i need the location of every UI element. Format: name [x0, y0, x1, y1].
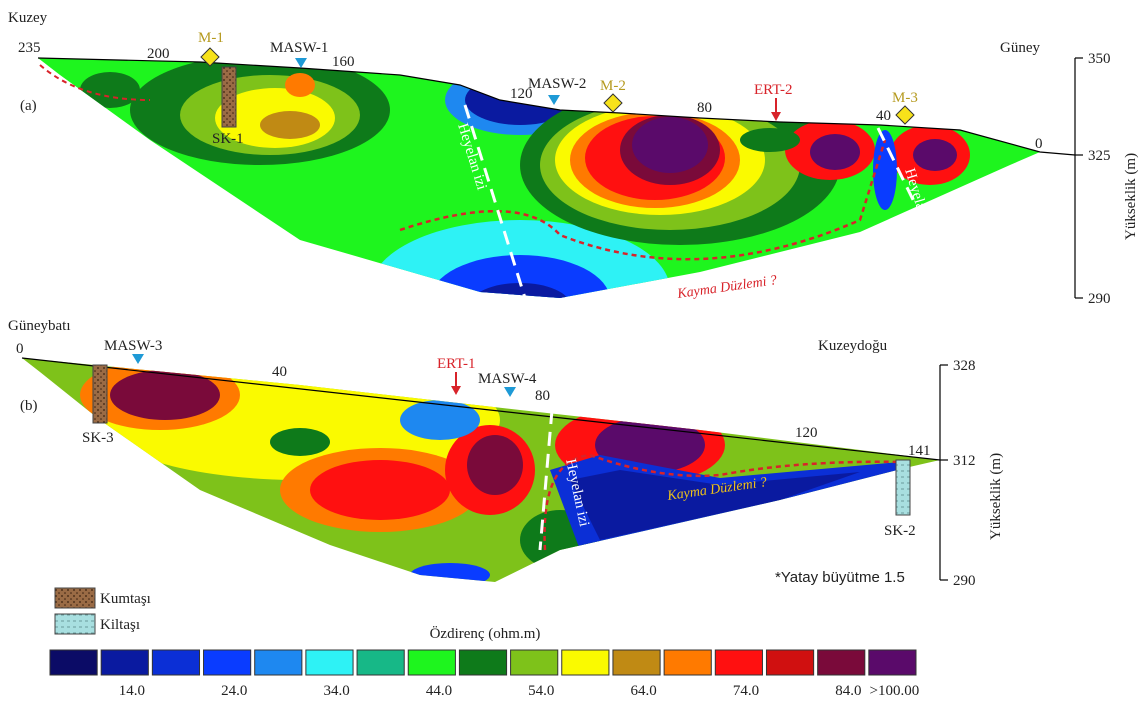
tick-label: 80	[535, 388, 550, 404]
color-swatch	[101, 650, 148, 675]
direction-label: Güney	[1000, 40, 1040, 56]
tick-label: 350	[1088, 51, 1111, 67]
marker-icon	[504, 387, 516, 397]
marker-icon	[548, 95, 560, 105]
borehole-label: SK-3	[82, 430, 114, 446]
colorbar-label: 14.0	[119, 683, 145, 699]
marker-label: ERT-1	[437, 356, 476, 372]
marker-label: MASW-3	[104, 338, 162, 354]
axis-title: Yükseklik (m)	[988, 453, 1004, 540]
panel-label: (a)	[20, 98, 37, 114]
lithology-label: Kiltaşı	[100, 617, 140, 633]
marker-icon	[451, 386, 461, 395]
color-swatch	[818, 650, 865, 675]
color-swatch	[664, 650, 711, 675]
note: *Yatay büyütme 1.5	[775, 569, 905, 586]
tick-label: 290	[1088, 291, 1111, 307]
color-swatch	[562, 650, 609, 675]
borehole	[93, 365, 107, 423]
direction-label: Kuzey	[8, 10, 48, 26]
marker-label: M-2	[600, 78, 626, 94]
borehole	[896, 460, 910, 515]
color-swatch	[766, 650, 813, 675]
figure: Kuzey Güney (a) 235 200 160 120 80 40 0 …	[0, 0, 1145, 705]
marker-icon	[295, 58, 307, 68]
color-swatch	[613, 650, 660, 675]
colorbar-label: 64.0	[631, 683, 657, 699]
slip-label: Kayma Düzlemi ?	[675, 273, 777, 302]
colorbar: 14.0 24.0 34.0 44.0 54.0 64.0 74.0 84.0 >100.00	[50, 650, 919, 699]
tick-label: 290	[953, 573, 976, 589]
tick-label: 235	[18, 40, 41, 56]
colorbar-label: 84.0	[835, 683, 861, 699]
color-swatch	[50, 650, 97, 675]
tick-label: 325	[1088, 148, 1111, 164]
color-swatch	[204, 650, 251, 675]
tick-label: 120	[795, 425, 818, 441]
colorbar-title: Özdirenç (ohm.m)	[430, 625, 541, 642]
axis-title: Yükseklik (m)	[1123, 153, 1139, 240]
marker-icon	[771, 112, 781, 121]
color-swatch	[357, 650, 404, 675]
color-swatch	[459, 650, 506, 675]
tick-label: 0	[1035, 136, 1043, 152]
tick-label: 141	[908, 443, 931, 459]
tick-label: 312	[953, 453, 976, 469]
borehole	[222, 67, 236, 127]
colorbar-label: 54.0	[528, 683, 554, 699]
tick-label: 40	[876, 108, 891, 124]
panel-label: (b)	[20, 398, 38, 414]
lithology-swatch	[55, 614, 95, 634]
colorbar-label: 74.0	[733, 683, 759, 699]
borehole-label: SK-1	[212, 131, 244, 147]
marker-icon	[132, 354, 144, 364]
marker-icon	[604, 94, 622, 112]
direction-label: Güneybatı	[8, 318, 70, 334]
elevation-axis	[1075, 58, 1083, 298]
color-swatch	[869, 650, 916, 675]
colorbar-label: 44.0	[426, 683, 452, 699]
tick-label: 200	[147, 46, 170, 62]
borehole-label: SK-2	[884, 523, 916, 539]
marker-label: MASW-1	[270, 40, 328, 56]
colorbar-label: >100.00	[870, 683, 920, 699]
lithology-swatch	[55, 588, 95, 608]
lithology-label: Kumtaşı	[100, 591, 151, 607]
colorbar-label: 34.0	[323, 683, 349, 699]
color-swatch	[255, 650, 302, 675]
tick-label: 0	[16, 341, 24, 357]
direction-label: Kuzeydoğu	[818, 338, 888, 354]
color-swatch	[715, 650, 762, 675]
color-swatch	[306, 650, 353, 675]
tick-label: 328	[953, 358, 976, 374]
tick-label: 80	[697, 100, 712, 116]
marker-icon	[896, 106, 914, 124]
elevation-axis	[940, 365, 948, 580]
marker-label: M-3	[892, 90, 918, 106]
marker-label: MASW-4	[478, 371, 537, 387]
marker-label: M-1	[198, 30, 224, 46]
color-swatch	[511, 650, 558, 675]
color-swatch	[152, 650, 199, 675]
tick-label: 40	[272, 364, 287, 380]
colorbar-label: 24.0	[221, 683, 247, 699]
tick-label: 160	[332, 54, 355, 70]
marker-label: ERT-2	[754, 82, 793, 98]
marker-label: MASW-2	[528, 76, 586, 92]
color-swatch	[408, 650, 455, 675]
